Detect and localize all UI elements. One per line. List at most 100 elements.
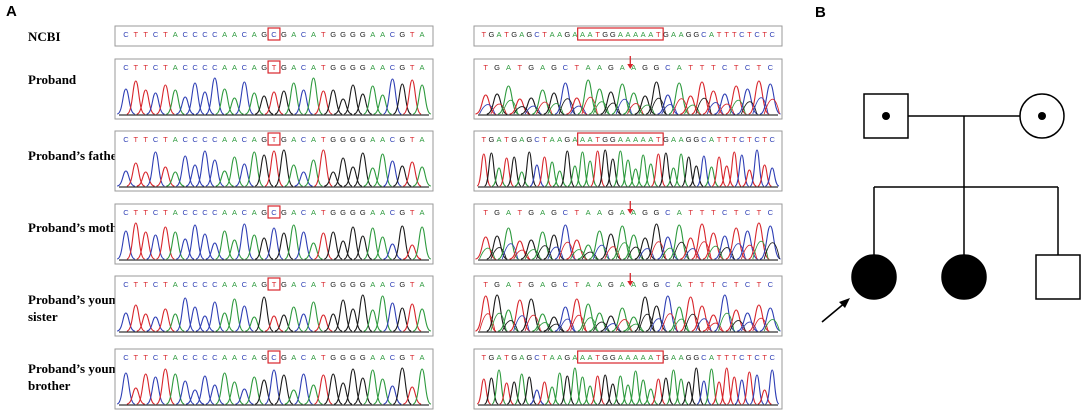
trace-secondary-peak [513, 106, 530, 115]
base-letter: A [631, 63, 636, 72]
trace-peak [116, 230, 136, 260]
trace-peak [353, 235, 372, 260]
base-letter: T [134, 30, 139, 39]
base-letter: T [134, 135, 139, 144]
panel-label-a: A [6, 3, 17, 20]
base-letter: G [399, 30, 405, 39]
base-letter: C [769, 30, 775, 39]
base-letter: C [768, 63, 774, 72]
base-letter: C [212, 280, 218, 289]
trace-peak [714, 294, 736, 332]
base-letter: C [390, 135, 396, 144]
trace-peak [643, 163, 658, 187]
base-letter: G [281, 353, 287, 362]
base-letter: T [481, 135, 486, 144]
base-letter: T [757, 63, 762, 72]
base-letter: G [494, 63, 500, 72]
base-letter: G [350, 30, 356, 39]
base-letter: C [534, 30, 540, 39]
base-letter: T [688, 63, 693, 72]
trace-peak [719, 165, 734, 187]
trace-peak [146, 316, 165, 332]
trace-peak [274, 232, 294, 260]
base-letter: T [732, 353, 737, 362]
base-letter: T [504, 353, 509, 362]
trace-peak [529, 164, 545, 187]
base-letter: A [597, 280, 602, 289]
base-letter: T [732, 30, 737, 39]
trace-peak [363, 167, 382, 187]
trace-secondary-peak [604, 323, 621, 332]
base-letter: C [271, 30, 277, 39]
trace-peak [600, 91, 622, 115]
base-letter: C [123, 135, 129, 144]
trace-peak [520, 298, 542, 332]
trace-peak [714, 93, 736, 115]
base-letter: A [597, 208, 602, 217]
base-letter: C [182, 280, 188, 289]
base-letter: A [173, 280, 178, 289]
base-letter: T [734, 208, 739, 217]
trace-peak [559, 375, 575, 405]
trace-peak [620, 384, 636, 405]
base-letter: A [252, 30, 257, 39]
base-letter: A [618, 353, 623, 362]
base-letter: C [701, 353, 707, 362]
base-letter: G [551, 208, 557, 217]
base-letter: G [281, 135, 287, 144]
base-letter: A [311, 208, 316, 217]
base-letter: A [557, 135, 562, 144]
base-letter: A [633, 353, 638, 362]
base-letter: G [526, 30, 532, 39]
trace-peak [294, 313, 313, 332]
trace-secondary-peak [592, 244, 610, 260]
trace-secondary-peak [536, 245, 553, 260]
base-letter: C [202, 30, 208, 39]
base-letter: C [123, 208, 129, 217]
base-letter: T [688, 208, 693, 217]
base-letter: A [709, 135, 714, 144]
base-letter: G [330, 280, 336, 289]
base-letter: C [768, 280, 774, 289]
pedigree-chart [821, 93, 1081, 323]
base-letter: A [641, 353, 646, 362]
trace-peak [497, 85, 519, 115]
base-letter: T [700, 63, 705, 72]
base-letter: G [642, 208, 648, 217]
trace-secondary-peak [661, 247, 678, 260]
base-letter: C [123, 353, 129, 362]
base-letter: A [370, 135, 375, 144]
trace-secondary-peak [684, 104, 701, 115]
base-letter: T [143, 280, 148, 289]
base-letter: A [631, 280, 636, 289]
base-letter: G [399, 280, 405, 289]
base-letter: T [595, 135, 600, 144]
base-letter: G [686, 135, 692, 144]
base-letter: T [724, 353, 729, 362]
trace-peak [666, 167, 681, 187]
deletion-arrow-icon [627, 281, 634, 286]
base-letter: C [192, 63, 198, 72]
base-letter: A [370, 30, 375, 39]
trace-secondary-peak [684, 248, 701, 260]
base-letter: C [202, 280, 208, 289]
base-letter: A [677, 208, 682, 217]
base-letter: G [610, 135, 616, 144]
trace-peak [543, 234, 565, 260]
base-letter: G [610, 353, 616, 362]
trace-peak [545, 386, 560, 405]
base-letter: A [291, 208, 296, 217]
trace-secondary-peak [479, 247, 496, 260]
base-letter: T [574, 280, 579, 289]
trace-peak [757, 389, 772, 405]
base-letter: A [625, 135, 630, 144]
base-letter: G [261, 135, 267, 144]
base-letter: C [390, 30, 396, 39]
base-letter: A [232, 135, 237, 144]
base-letter: T [717, 30, 722, 39]
base-letter: A [633, 135, 638, 144]
base-letter: G [693, 353, 699, 362]
base-letter: C [390, 280, 396, 289]
